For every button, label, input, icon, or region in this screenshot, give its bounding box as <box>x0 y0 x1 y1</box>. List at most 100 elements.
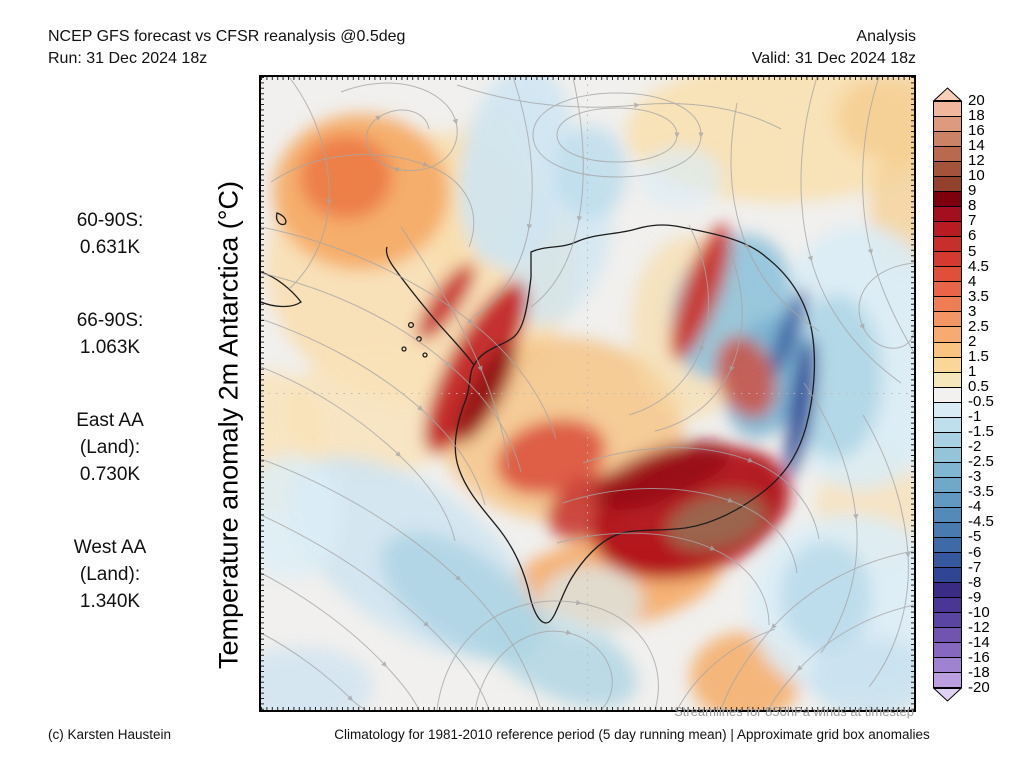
stat-66-90s: 66-90S: 1.063K <box>76 310 144 358</box>
stat-west-aa: West AA (Land): 1.340K <box>73 537 147 612</box>
colorbar-tick-label: 4.5 <box>968 257 989 275</box>
colorbar-tick-label: -9 <box>968 588 982 606</box>
colorbar-cell <box>934 672 961 688</box>
colorbar-tick-label: -16 <box>968 649 990 667</box>
colorbar-cell <box>934 491 961 507</box>
colorbar-tick-label: 1 <box>968 363 977 381</box>
colorbar-tick-label: -7 <box>968 558 982 576</box>
graticule-lines <box>261 77 914 710</box>
south-america-coast <box>261 271 302 308</box>
colorbar-cell <box>934 386 961 402</box>
colorbar-cell <box>934 102 961 117</box>
colorbar-tick-label: 6 <box>968 227 977 245</box>
colorbar-tick-label: -2 <box>968 438 982 456</box>
colorbar-cell <box>934 116 961 132</box>
colorbar-arrow-bottom <box>933 688 962 702</box>
streamline-note: Streamlines for 850hPa winds at timestep <box>674 704 914 719</box>
colorbar-cell <box>934 566 961 582</box>
colorbar-tick-label: -10 <box>968 603 990 621</box>
colorbar-tick-label: 2 <box>968 332 977 350</box>
colorbar-cell <box>934 597 961 613</box>
colorbar-arrow-top-shape <box>933 87 962 101</box>
colorbar-tick-label: 20 <box>968 92 985 110</box>
colorbar-cell <box>934 446 961 462</box>
colorbar-arrow-bottom-shape <box>933 688 962 702</box>
colorbar-tick-label: -1 <box>968 408 982 426</box>
colorbar-tick-label: -3.5 <box>968 483 994 501</box>
colorbar-cell <box>934 582 961 598</box>
colorbar-tick-label: 10 <box>968 167 985 185</box>
colorbar-cell <box>934 311 961 327</box>
colorbar-cell <box>934 266 961 282</box>
colorbar-tick-label: 16 <box>968 122 985 140</box>
colorbar-cell <box>934 236 961 252</box>
colorbar-tick-label: 12 <box>968 152 985 170</box>
colorbar-tick-label: 5 <box>968 242 977 260</box>
chart-title: NCEP GFS forecast vs CFSR reanalysis @0.… <box>48 28 406 45</box>
run-time: Run: 31 Dec 2024 18z <box>48 50 208 67</box>
colorbar-cell <box>934 251 961 267</box>
colorbar-labels: 20 18 16 14 12 10 9 8 7 6 5 4.5 4 3.5 3 2.5 2 1.5 1 0.5 -0.5… <box>968 92 1024 696</box>
colorbar-cell <box>934 161 961 177</box>
colorbar-cell <box>934 281 961 297</box>
colorbar-tick-label: 18 <box>968 107 985 125</box>
colorbar-tick-label: 14 <box>968 137 985 155</box>
colorbar-cell <box>934 627 961 643</box>
colorbar-tick-label: -5 <box>968 528 982 546</box>
colorbar-cell <box>934 476 961 492</box>
mode-label: Analysis <box>856 28 916 45</box>
colorbar-tick-label: 3 <box>968 302 977 320</box>
colorbar-cell <box>934 461 961 477</box>
y-axis-label: Temperature anomaly 2m Antarctica (°C) <box>213 181 244 669</box>
colorbar-tick-label: -8 <box>968 573 982 591</box>
stat-east-aa: East AA (Land): 0.730K <box>76 410 144 485</box>
colorbar-cell <box>934 642 961 658</box>
colorbar-cell <box>934 296 961 312</box>
colorbar-tick-label: 0.5 <box>968 378 989 396</box>
colorbar-tick-label: -0.5 <box>968 393 994 411</box>
colorbar-cell <box>934 146 961 162</box>
colorbar-cell <box>934 612 961 628</box>
colorbar-cell <box>934 221 961 237</box>
colorbar-cell <box>934 431 961 447</box>
colorbar-tick-label: 1.5 <box>968 348 989 366</box>
colorbar-cell <box>934 326 961 342</box>
colorbar-cells <box>933 101 962 688</box>
colorbar-tick-label: -18 <box>968 664 990 682</box>
colorbar-cell <box>934 356 961 372</box>
header-right: Analysis Valid: 31 Dec 2024 18z <box>752 26 916 70</box>
colorbar-tick-label: -3 <box>968 468 982 486</box>
header-left: NCEP GFS forecast vs CFSR reanalysis @0.… <box>48 26 405 70</box>
stat-60-90s: 60-90S: 0.631K <box>76 210 144 258</box>
colorbar-tick-label: -20 <box>968 679 990 697</box>
colorbar-cell <box>934 206 961 222</box>
colorbar-tick-label: -2.5 <box>968 453 994 471</box>
colorbar-tick-label: -14 <box>968 634 990 652</box>
colorbar-tick-label: 4 <box>968 272 977 290</box>
colorbar-cell <box>934 341 961 357</box>
map-canvas <box>261 77 914 710</box>
colorbar-cell <box>934 506 961 522</box>
colorbar-cell <box>934 371 961 387</box>
colorbar-tick-label: 2.5 <box>968 317 989 335</box>
colorbar-cell <box>934 131 961 147</box>
colorbar-tick-label: -4.5 <box>968 513 994 531</box>
climatology-caption: Climatology for 1981-2010 reference peri… <box>334 727 930 742</box>
regional-stats: 60-90S: 0.631K 66-90S: 1.063K East AA (L… <box>50 207 170 615</box>
colorbar-tick-label: -4 <box>968 498 982 516</box>
colorbar-tick-label: 3.5 <box>968 287 989 305</box>
streamlines-layer <box>261 77 914 710</box>
colorbar-tick-label: 7 <box>968 212 977 230</box>
colorbar-tick-label: 9 <box>968 182 977 200</box>
colorbar-cell <box>934 657 961 673</box>
south-georgia-island <box>275 212 287 226</box>
colorbar-cell <box>934 536 961 552</box>
peninsula-coastline <box>385 246 475 366</box>
valid-time: Valid: 31 Dec 2024 18z <box>751 50 916 67</box>
anomaly-shading-layer <box>261 77 914 710</box>
colorbar-tick-label: -12 <box>968 618 990 636</box>
colorbar-cell <box>934 176 961 192</box>
colorbar-tick-label: 8 <box>968 197 977 215</box>
border-ticks <box>261 77 914 710</box>
